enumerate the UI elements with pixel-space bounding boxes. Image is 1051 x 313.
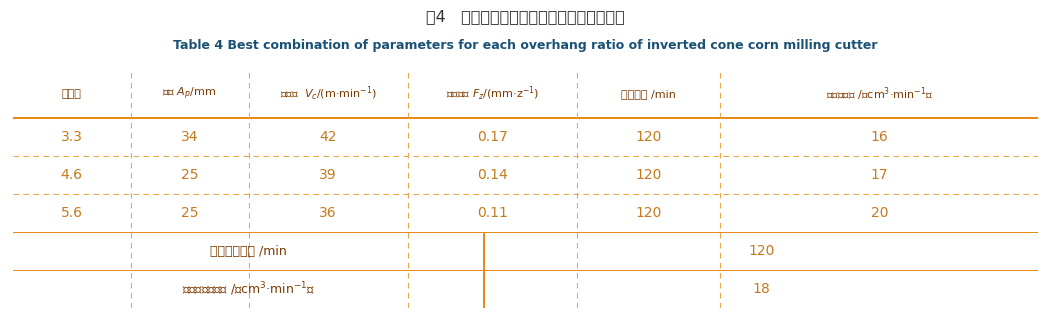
Text: 表4   倒锥玉米铣刀各悬伸比的最佳参数组合: 表4 倒锥玉米铣刀各悬伸比的最佳参数组合 [426,9,625,24]
Text: 20: 20 [870,206,888,220]
Text: 4.6: 4.6 [61,168,83,182]
Text: 悬伸比: 悬伸比 [62,89,82,99]
Text: 36: 36 [320,206,337,220]
Text: 3.3: 3.3 [61,130,83,144]
Text: 18: 18 [753,282,770,296]
Text: 0.14: 0.14 [477,168,508,182]
Text: 120: 120 [636,130,662,144]
Text: 切深 $A_p$/mm: 切深 $A_p$/mm [163,86,217,102]
Text: 25: 25 [181,168,199,182]
Text: 16: 16 [870,130,888,144]
Text: 17: 17 [870,168,888,182]
Text: Table 4 Best combination of parameters for each overhang ratio of inverted cone : Table 4 Best combination of parameters f… [173,39,878,52]
Text: 平均刀具寿命 /min: 平均刀具寿命 /min [210,245,287,258]
Text: 42: 42 [320,130,336,144]
Text: 0.17: 0.17 [477,130,508,144]
Text: 线速度  $V_c$/(m·min$^{-1}$): 线速度 $V_c$/(m·min$^{-1}$) [280,85,376,103]
Text: 120: 120 [748,244,775,258]
Text: 25: 25 [181,206,199,220]
Text: 120: 120 [636,168,662,182]
Text: 平均材料去除率 /（cm$^3$·min$^{-1}$）: 平均材料去除率 /（cm$^3$·min$^{-1}$） [182,280,315,298]
Text: 材料去除率 /（cm$^3$·min$^{-1}$）: 材料去除率 /（cm$^3$·min$^{-1}$） [826,85,933,103]
Text: 0.11: 0.11 [477,206,508,220]
Text: 39: 39 [320,168,337,182]
Text: 34: 34 [181,130,199,144]
Text: 5.6: 5.6 [61,206,83,220]
Text: 每齿进给 $F_z$/(mm·z$^{-1}$): 每齿进给 $F_z$/(mm·z$^{-1}$) [446,85,539,103]
Text: 120: 120 [636,206,662,220]
Text: 刀片寿命 /min: 刀片寿命 /min [621,89,676,99]
